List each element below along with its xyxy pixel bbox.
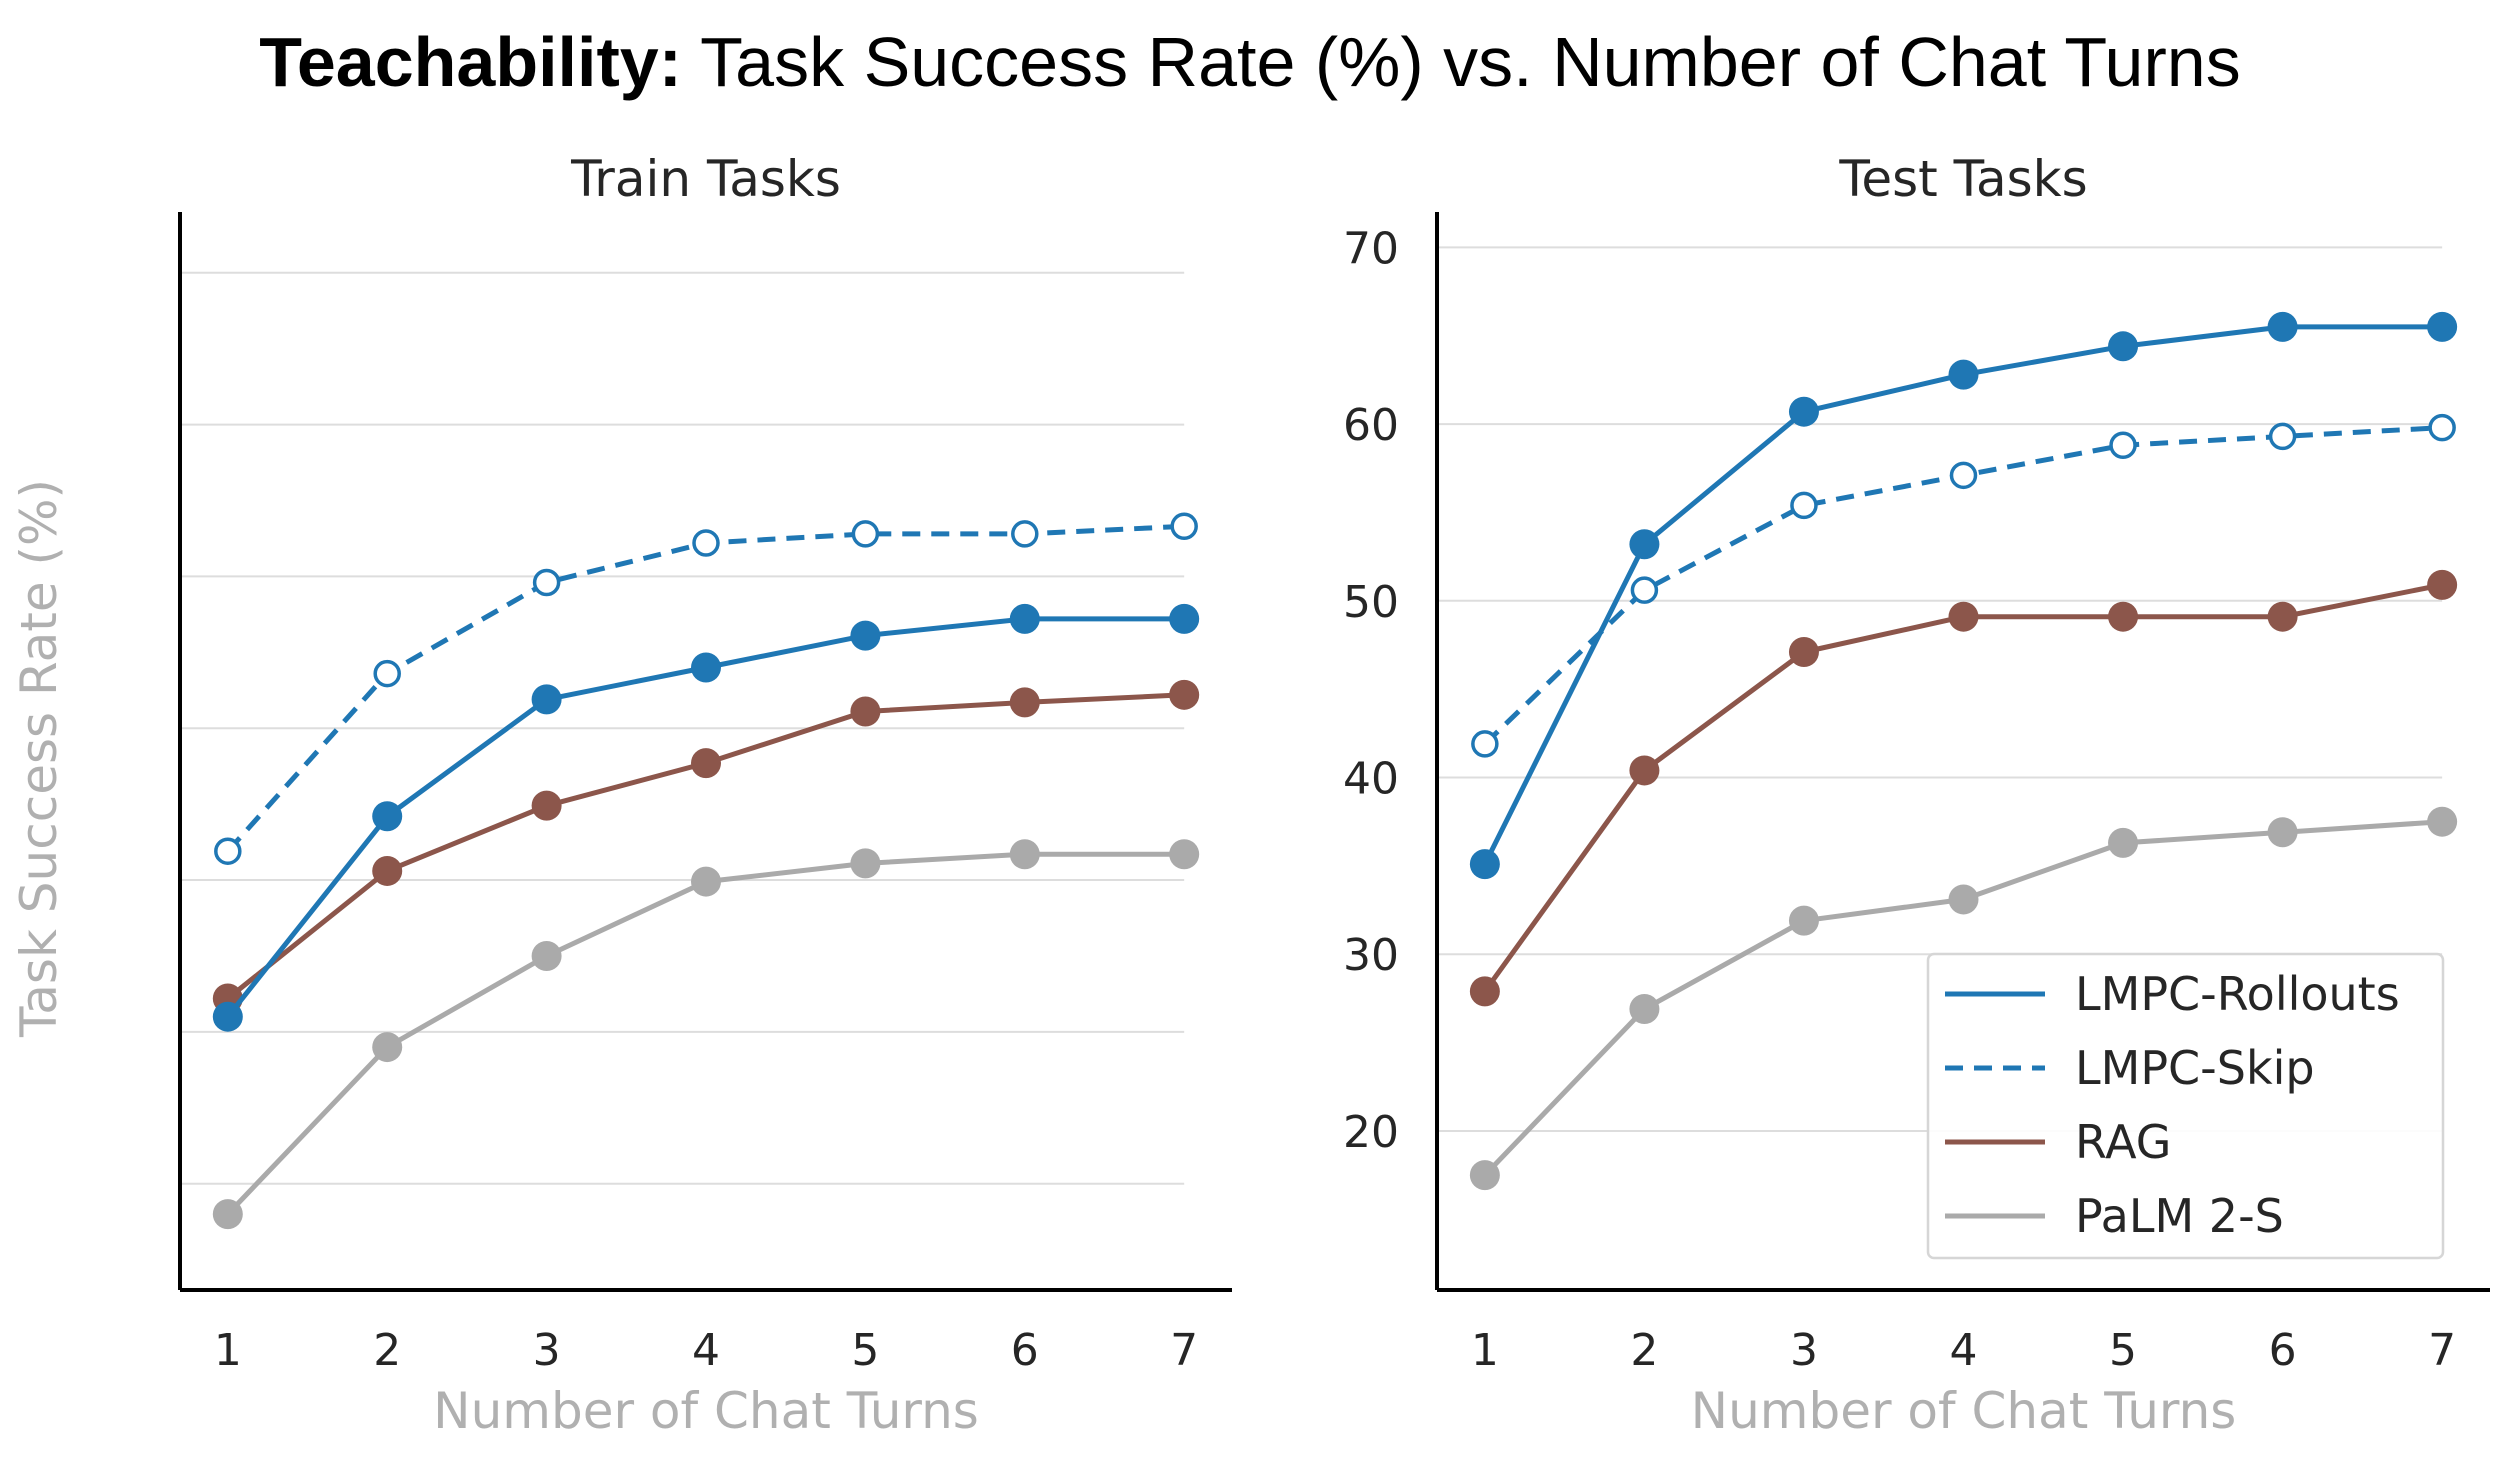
panel-1-palm-2-s-point-6 [1009,839,1040,870]
panel-2-rag-point-3 [1788,637,1819,668]
panel-2-rag-point-5 [2108,601,2139,632]
panel-2-x-tick-2: 2 [1630,1325,1658,1376]
panel-2-x-tick-3: 3 [1790,1325,1818,1376]
panel-1-lmpc-rollouts-point-6 [1009,603,1040,634]
panel-1-palm-2-s-point-2 [372,1032,403,1063]
panel-2-rag-point-7 [2427,569,2458,600]
panel-1-title: Train Tasks [570,150,841,208]
figure-title-bold: Teachability: [259,23,682,101]
panel-2-lmpc-skip-point-1 [1471,730,1499,758]
panel-2-legend-frame [1926,952,2445,1260]
panel-2-rag-point-1 [1469,976,1500,1007]
panel-2-lmpc-rollouts-point-4 [1948,359,1979,390]
panel-2-palm-2-s-point-5 [2108,827,2139,858]
panel-1-rag-point-3 [531,790,562,821]
panel-1-x-axis-label: Number of Chat Turns [433,1382,979,1440]
panel-1-rag-point-7 [1169,679,1200,710]
panel-1-rag-point-4 [691,748,721,779]
panel-1-lmpc-skip-point-4 [692,529,720,557]
panel-1-lmpc-rollouts-point-3 [531,684,562,715]
panel-2-y-tick-50: 50 [1343,577,1399,628]
panel-2-palm-2-s-point-4 [1948,884,1979,915]
y-axis-label: Task Success Rate (%) [10,479,68,1038]
panel-2-legend-lmpc-rollouts-label: LMPC-Rollouts [2075,967,2400,1021]
panel-1-x-tick-5: 5 [851,1325,879,1376]
panel-1-lmpc-rollouts-point-2 [372,801,403,832]
panel-1-lmpc-skip-line [225,523,1185,853]
panel-2-legend-palm-2-s-label: PaLM 2-S [2075,1189,2284,1243]
panel-2-palm-2-s-point-7 [2427,806,2458,837]
panel-2-y-tick-40: 40 [1343,754,1399,805]
panel-2-y-tick-70: 70 [1343,223,1399,274]
panel-1-palm-2-s-point-3 [531,940,562,971]
panel-2-lmpc-skip-point-2 [1630,576,1659,604]
panel-2-lmpc-rollouts-point-2 [1629,529,1660,560]
panel-2-lmpc-rollouts-point-5 [2108,331,2139,362]
panel-2-x-tick-5: 5 [2109,1325,2137,1376]
panel-1-lmpc-skip-point-2 [373,659,401,688]
panel-1-lmpc-rollouts-point-1 [212,1001,243,1032]
panel-1-lmpc-rollouts-point-4 [691,652,721,683]
panel-2-x-tick-1: 1 [1471,1325,1499,1376]
panel-2-palm-2-s-point-6 [2267,817,2298,848]
panel-2-rag-line [1482,582,2445,994]
panel-1-lmpc-skip-point-5 [851,520,880,548]
panel-2-x-tick-7: 7 [2428,1325,2456,1376]
panel-2-legend-lmpc-skip-label: LMPC-Skip [2075,1041,2315,1095]
panel-2-palm-2-s-point-1 [1469,1160,1500,1191]
panel-1-rag-point-2 [372,855,403,886]
panel-2-y-tick-60: 60 [1343,400,1399,451]
panel-2-lmpc-skip-point-6 [2268,422,2297,451]
panel-1-lmpc-rollouts-point-5 [850,620,881,651]
panel-2-lmpc-rollouts-point-1 [1469,849,1500,880]
panel-2-rag-point-4 [1948,601,1979,632]
panel-2-y-tick-30: 30 [1343,930,1399,981]
panel-1-x-tick-3: 3 [533,1325,561,1376]
panel-2-rag-point-2 [1629,755,1660,786]
figure-title-rest: Task Success Rate (%) vs. Number of Chat… [682,23,2241,101]
panel-2-x-axis-label: Number of Chat Turns [1691,1382,2237,1440]
panel-1-palm-2-s-point-7 [1169,839,1200,870]
panel-2-lmpc-skip-point-5 [2109,431,2137,460]
panel-2-legend: LMPC-Rollouts LMPC-Skip RAG PaLM 2-S [1926,952,2445,1260]
panel-2-lmpc-rollouts-line [1482,324,2445,867]
test-tasks-panel: 20 30 40 50 60 70 1 2 3 4 5 6 7 Test Tasks Number of C… [1343,150,2490,1440]
panel-2-title: Test Tasks [1838,150,2087,208]
panel-1-palm-2-s-point-1 [212,1199,243,1230]
panel-1-x-tick-1: 1 [214,1325,242,1376]
panel-1-lmpc-skip-point-6 [1011,520,1039,548]
panel-1-rag-line [225,692,1187,1001]
panel-2-x-tick-6: 6 [2269,1325,2297,1376]
panel-2-y-tick-20: 20 [1343,1107,1399,1158]
panel-1-x-tick-6: 6 [1011,1325,1039,1376]
panel-1-lmpc-skip-point-7 [1170,512,1198,541]
panel-1-palm-2-s-point-5 [850,848,881,879]
panel-1-rag-point-6 [1009,687,1040,718]
panel-1-lmpc-skip-point-3 [532,568,561,597]
panel-1-palm-2-s-line [225,851,1187,1217]
panel-2-palm-2-s-point-3 [1788,905,1819,936]
panel-1-x-tick-7: 7 [1170,1325,1198,1376]
panel-1-lmpc-skip-point-1 [214,837,242,865]
panel-2-rag-point-6 [2267,601,2298,632]
panel-2-lmpc-rollouts-point-6 [2267,311,2298,342]
figure-title: Teachability: Task Success Rate (%) vs. … [0,22,2500,102]
panel-2-lmpc-skip-point-4 [1949,461,1978,490]
panel-1-lmpc-rollouts-point-7 [1169,603,1200,634]
panel-2-legend-rag-label: RAG [2075,1115,2171,1169]
panel-1-rag-point-5 [850,696,881,727]
panel-2-lmpc-rollouts-point-7 [2427,311,2458,342]
panel-2-lmpc-skip-point-7 [2428,413,2456,442]
panel-2-palm-2-s-point-2 [1629,994,1660,1025]
panel-2-x-tick-4: 4 [1950,1325,1978,1376]
panel-1-x-tick-2: 2 [373,1325,401,1376]
train-tasks-panel: 1 2 3 4 5 6 7 Train Tasks Number of Chat Turns [178,150,1232,1440]
panel-2-lmpc-rollouts-point-3 [1788,396,1819,427]
panel-2-lmpc-skip-point-3 [1790,491,1818,520]
panel-1-x-tick-4: 4 [692,1325,720,1376]
panel-1-palm-2-s-point-4 [691,866,721,897]
